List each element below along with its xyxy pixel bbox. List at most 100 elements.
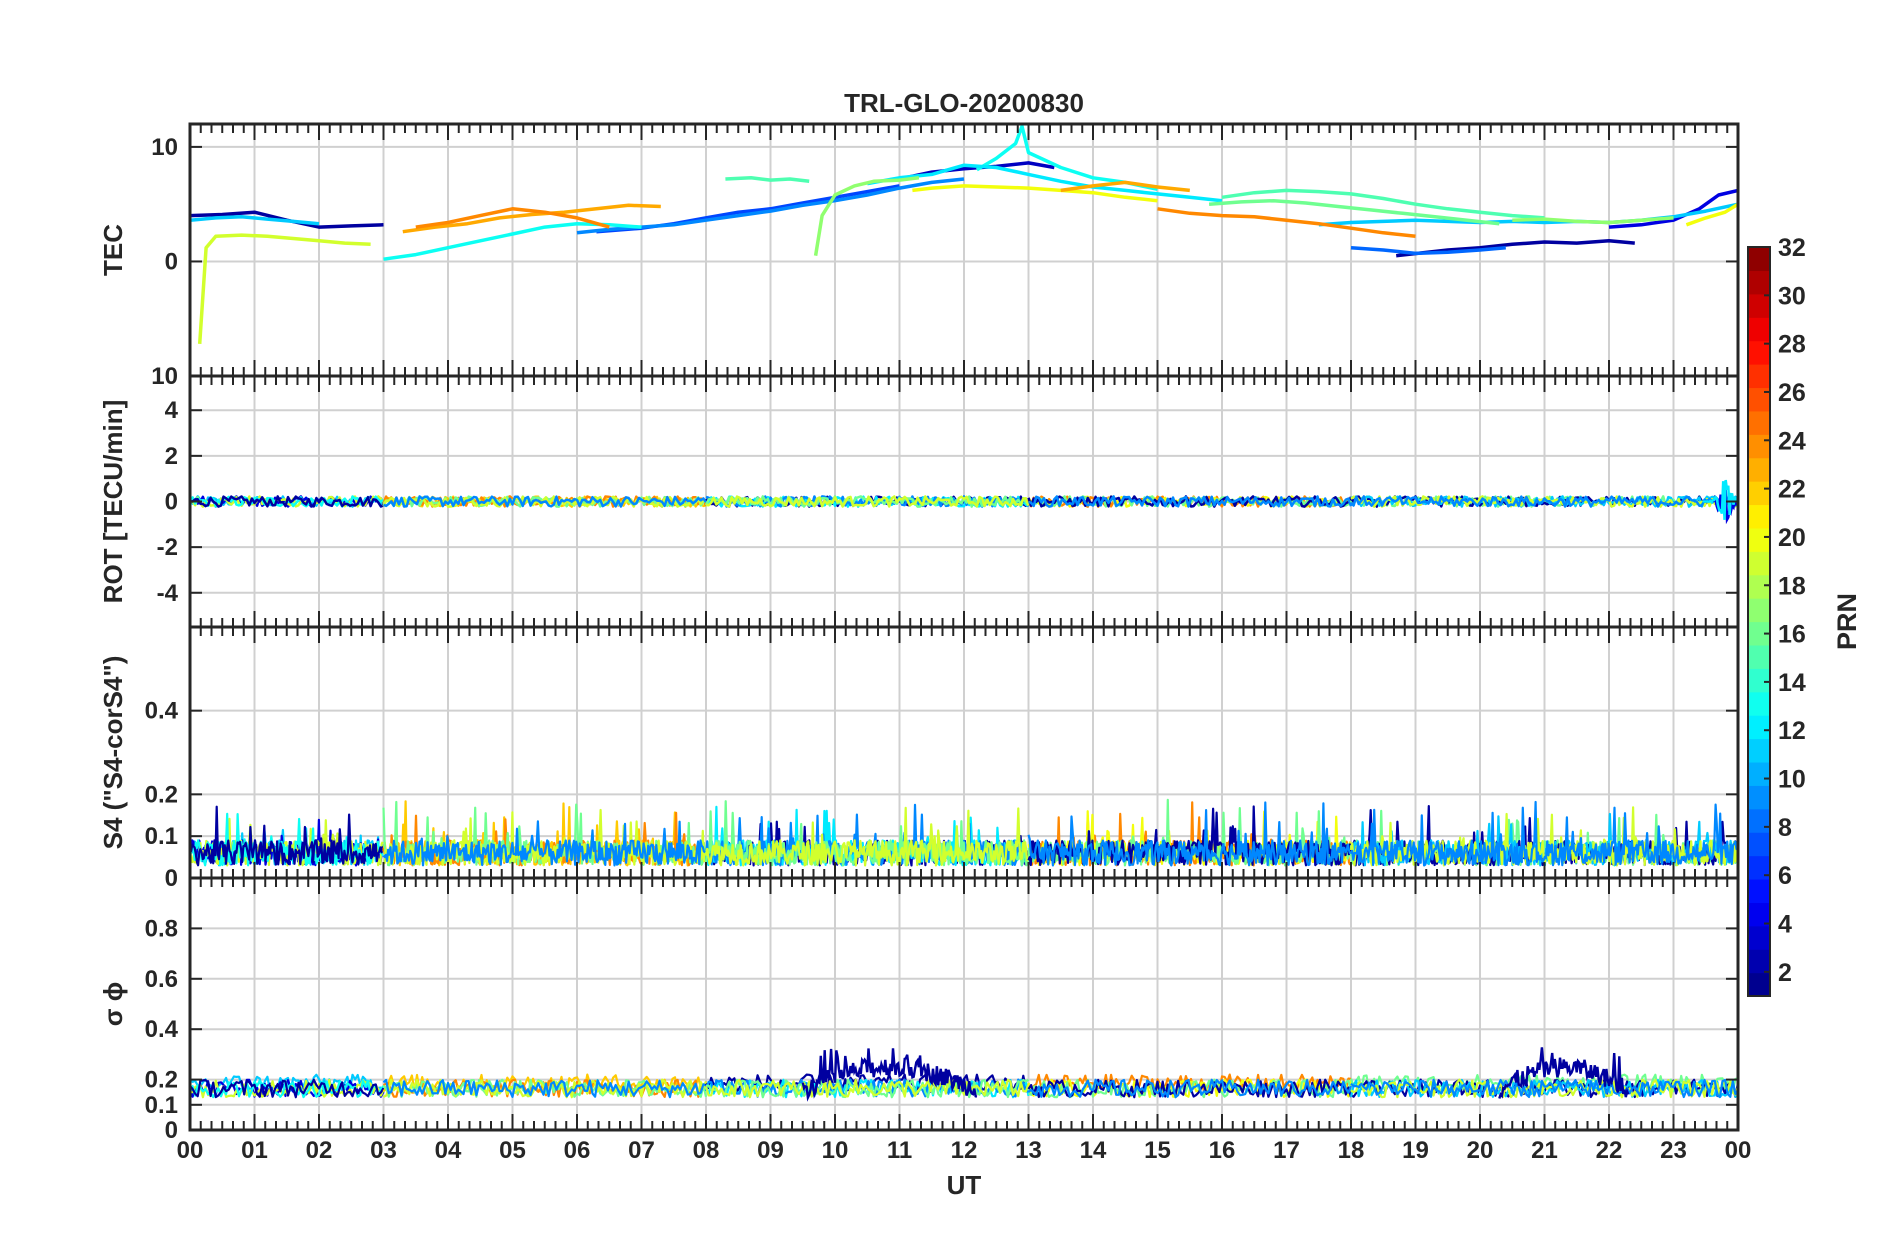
colorbar-tick-label: 32: [1778, 234, 1806, 262]
colorbar-segment: [1748, 457, 1770, 482]
colorbar-segment: [1748, 925, 1770, 950]
x-tick-label: 09: [757, 1137, 784, 1164]
colorbar-segment: [1748, 644, 1770, 669]
colorbar-segment: [1748, 434, 1770, 459]
colorbar-label: PRN: [1832, 593, 1862, 650]
colorbar-tick-label: 2: [1778, 959, 1792, 987]
y-axis-label: ROT [TECU/min]: [98, 400, 128, 604]
x-tick-label: 16: [1209, 1137, 1236, 1164]
colorbar-tick-label: 16: [1778, 621, 1806, 649]
plot-area: [190, 798, 1738, 867]
y-tick-label: 2: [165, 443, 178, 470]
series-line: [1350, 495, 1738, 508]
series-line: [813, 176, 920, 256]
series-line: [705, 1078, 1030, 1099]
enhancement-line: [1498, 1047, 1630, 1099]
y-tick-label: -4: [157, 580, 179, 607]
colorbar-segment: [1748, 668, 1770, 693]
series-line: [382, 820, 706, 867]
panel-sigma_phi: 00.10.2 0.4 0.6 0.8 σ ϕ: [98, 876, 1740, 1144]
series-line: [866, 163, 1223, 203]
colorbar-segment: [1748, 691, 1770, 716]
series-line: [1318, 202, 1738, 227]
y-tick-label: 0: [165, 489, 178, 516]
series-line: [382, 495, 707, 508]
colorbar-segment: [1748, 761, 1770, 786]
series-line: [1350, 1078, 1738, 1099]
colorbar-frame: [1747, 246, 1771, 997]
chart-title: TRL-GLO-20200830: [844, 88, 1084, 118]
colorbar-segment: [1748, 574, 1770, 599]
grid: [189, 124, 1739, 376]
series-line: [190, 1078, 385, 1099]
x-tick-label: 23: [1660, 1137, 1687, 1164]
colorbar-tick-label: 30: [1778, 282, 1806, 310]
series-line: [190, 495, 385, 508]
colorbar-segment: [1748, 317, 1770, 342]
colorbar-segment: [1748, 410, 1770, 435]
series-line: [725, 176, 810, 184]
series-line: [1350, 245, 1506, 256]
y-tick-label: -2: [157, 534, 178, 561]
y-tick-label: 0.6: [145, 966, 178, 993]
y-tick-label: 0.4: [145, 698, 179, 725]
colorbar-segment: [1748, 551, 1770, 576]
series-line: [382, 1078, 707, 1099]
series-line: [1157, 207, 1416, 239]
x-tick-label: 21: [1531, 1137, 1558, 1164]
colorbar-segment: [1748, 902, 1770, 927]
y-tick-label: 10: [151, 134, 178, 161]
colorbar-segment: [1748, 715, 1770, 740]
colorbar-tick-label: 4: [1778, 911, 1792, 939]
colorbar-tick-label: 10: [1778, 766, 1806, 794]
series-line: [1221, 188, 1545, 220]
series-line: [1512, 216, 1674, 225]
series-line: [197, 233, 371, 345]
plot-area: [190, 479, 1738, 525]
series-line: [704, 1078, 1030, 1099]
colorbar-segment: [1748, 481, 1770, 506]
x-tick-label: 22: [1596, 1137, 1623, 1164]
x-tick-label: 07: [628, 1137, 655, 1164]
y-tick-label: 10: [151, 363, 178, 390]
colorbar-segment: [1748, 504, 1770, 529]
series-line: [1027, 1078, 1353, 1099]
x-axis: 00 01 02 03 04 05 06 07 08 09 10 11 12 13 14 15 16 17 18 19…: [177, 1137, 1752, 1164]
y-tick-label: 0.1: [145, 1092, 178, 1119]
colorbar-segment: [1748, 364, 1770, 389]
colorbar-segment: [1748, 949, 1770, 974]
y-axis-label: TEC: [98, 224, 128, 276]
y-tick-label: 0: [165, 248, 178, 275]
colorbar-segment: [1748, 972, 1770, 997]
colorbar-tick-label: 12: [1778, 717, 1806, 745]
series-line: [705, 495, 1030, 508]
colorbar-tick-label: 8: [1778, 814, 1792, 842]
y-tick-label: 0.2: [145, 781, 178, 808]
x-tick-label: 04: [435, 1137, 462, 1164]
series-line: [1349, 800, 1738, 867]
series-line: [1060, 180, 1190, 193]
x-tick-label: 13: [1015, 1137, 1042, 1164]
colorbar-segment: [1748, 387, 1770, 412]
y-tick-label: 4: [165, 397, 179, 424]
series-line: [1685, 202, 1738, 227]
y-tick-label: 0.1: [145, 823, 178, 850]
colorbar-tick-label: 26: [1778, 379, 1806, 407]
x-tick-label: 20: [1467, 1137, 1494, 1164]
x-tick-label: 02: [306, 1137, 333, 1164]
colorbar-segment: [1748, 808, 1770, 833]
x-tick-label: 18: [1338, 1137, 1365, 1164]
enhancement-line: [801, 1048, 978, 1102]
y-tick-label: 0.4: [145, 1016, 179, 1043]
x-tick-label: 12: [951, 1137, 978, 1164]
series-line: [383, 495, 708, 508]
colorbar-segment: [1748, 270, 1770, 295]
x-axis-label: UT: [947, 1170, 982, 1200]
x-tick-label: 17: [1273, 1137, 1300, 1164]
series-line: [704, 806, 1029, 867]
series-line: [190, 215, 320, 226]
colorbar-segment: [1748, 293, 1770, 318]
colorbar-segment: [1748, 738, 1770, 763]
